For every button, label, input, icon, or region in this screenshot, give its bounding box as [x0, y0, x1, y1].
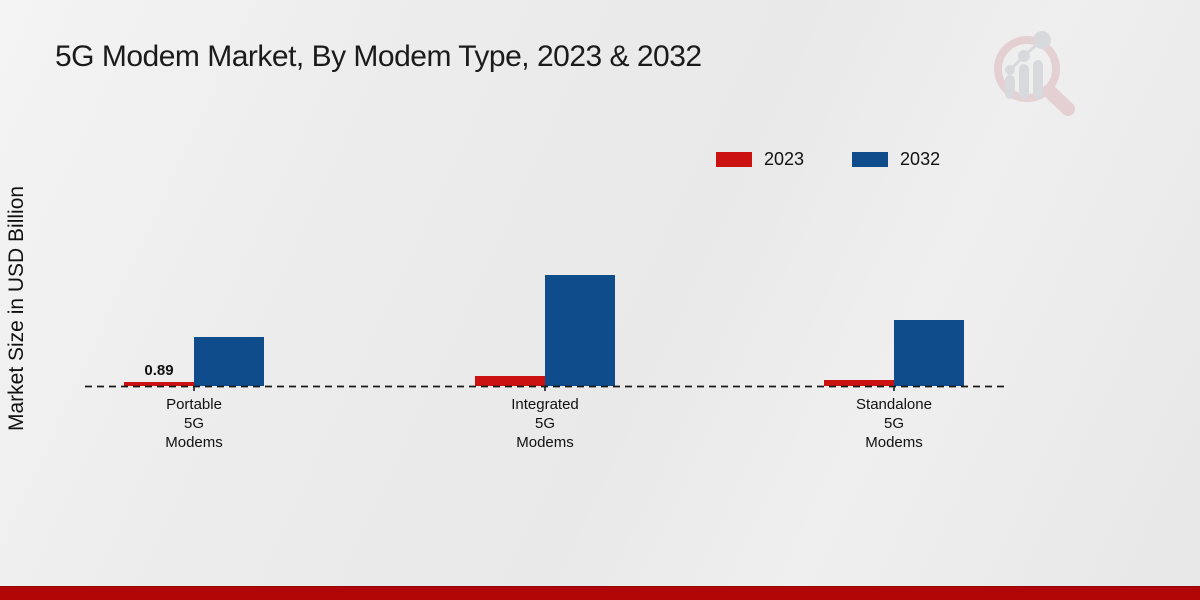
bar-2032-standalone: [894, 320, 964, 386]
footer-bar: [0, 586, 1200, 600]
bar-value-label: 0.89: [144, 361, 174, 379]
bar-2032-portable: [194, 337, 264, 386]
bar-2023-integrated: [475, 375, 545, 386]
category-label-integrated: Integrated 5G Modems: [511, 396, 579, 451]
bar-2023-portable: [124, 381, 194, 386]
y-axis-label: Market Size in USD Billion: [5, 185, 28, 431]
legend: 2023 2032: [716, 149, 940, 170]
category-label-standalone: Standalone 5G Modems: [856, 396, 932, 451]
legend-label-2032: 2032: [900, 149, 941, 169]
bar-2032-integrated: [545, 275, 615, 386]
legend-swatch-2023: [716, 152, 752, 167]
x-axis-tick: [893, 386, 895, 391]
x-axis-tick: [193, 386, 195, 391]
market-research-growth-logo-icon: [994, 31, 1075, 116]
bar-2023-standalone: [824, 380, 894, 386]
legend-label-2023: 2023: [764, 149, 805, 169]
category-label-portable: Portable 5G Modems: [165, 396, 223, 451]
chart-title: 5G Modem Market, By Modem Type, 2023 & 2…: [55, 40, 702, 73]
legend-swatch-2032: [852, 152, 889, 167]
x-axis-tick: [544, 386, 546, 391]
